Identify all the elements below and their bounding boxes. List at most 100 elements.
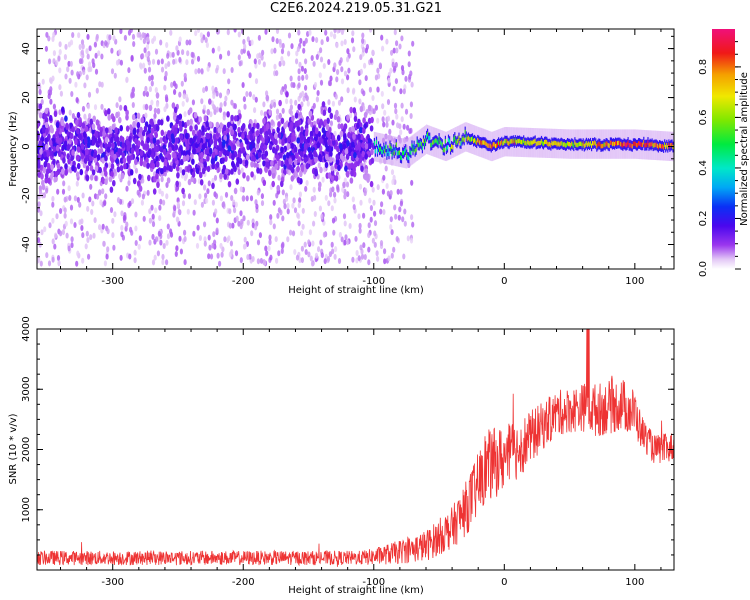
noise-mark [336, 29, 340, 34]
band-mark [227, 145, 232, 152]
noise-mark [134, 211, 138, 218]
noise-mark [138, 235, 142, 242]
noise-mark [67, 185, 71, 192]
band-mark [151, 147, 155, 155]
noise-mark [154, 48, 159, 55]
noise-mark [400, 116, 404, 123]
noise-mark [393, 204, 397, 211]
track-core [580, 141, 582, 146]
noise-mark [283, 83, 287, 90]
noise-mark [320, 252, 324, 259]
noise-mark [86, 205, 90, 212]
noise-mark [315, 54, 319, 60]
band-mark [156, 161, 160, 168]
band-mark [168, 146, 172, 153]
track-core [631, 144, 633, 149]
noise-mark [376, 67, 380, 74]
noise-mark [198, 193, 202, 200]
noise-mark [165, 182, 169, 188]
track-core [500, 141, 502, 146]
noise-mark [371, 49, 375, 56]
track-core [650, 142, 652, 148]
noise-mark [101, 223, 105, 230]
noise-mark [327, 99, 331, 106]
band-mark [233, 123, 237, 131]
snr-series-line [37, 329, 674, 567]
track-core [588, 142, 591, 147]
noise-mark [234, 250, 239, 257]
track-core [466, 136, 468, 142]
band-mark [274, 163, 279, 170]
noise-mark [148, 208, 152, 215]
noise-mark [211, 242, 215, 249]
noise-mark [300, 65, 304, 72]
spectrogram-xtick-label: 0 [501, 276, 507, 287]
band-mark [65, 123, 69, 130]
band-mark [364, 168, 369, 175]
track-halo [427, 124, 429, 155]
noise-mark [245, 91, 249, 97]
noise-mark [275, 29, 280, 34]
noise-mark [182, 93, 186, 100]
noise-mark [112, 244, 116, 251]
track-core [468, 137, 470, 142]
noise-mark [183, 72, 187, 79]
noise-mark [136, 189, 140, 196]
band-mark [74, 138, 78, 146]
noise-mark [86, 53, 90, 60]
band-mark [156, 139, 160, 146]
band-mark [215, 121, 220, 129]
track-core [652, 143, 654, 148]
noise-mark [162, 199, 166, 206]
noise-mark [90, 209, 94, 215]
track-core [424, 138, 427, 143]
noise-mark [134, 225, 138, 232]
band-mark [75, 119, 79, 126]
band-mark [268, 169, 272, 177]
track-core [446, 145, 449, 150]
noise-mark [315, 96, 319, 103]
track-core [517, 139, 520, 144]
track-core [542, 141, 545, 147]
noise-mark [258, 232, 262, 239]
band-mark [283, 122, 287, 129]
noise-mark [160, 58, 164, 65]
noise-mark [347, 67, 351, 74]
noise-mark [63, 207, 67, 214]
noise-mark [304, 37, 308, 44]
noise-mark [240, 167, 244, 174]
band-mark [184, 132, 189, 139]
band-mark [50, 127, 54, 134]
band-mark [278, 99, 282, 107]
noise-mark [243, 103, 247, 110]
noise-mark [43, 226, 47, 233]
track-core [438, 136, 440, 141]
noise-mark [211, 177, 215, 184]
noise-mark [181, 49, 185, 56]
noise-mark [402, 88, 406, 95]
noise-mark [247, 53, 252, 59]
band-mark [175, 117, 180, 125]
noise-mark [390, 229, 394, 236]
noise-mark [358, 98, 362, 105]
band-mark [249, 144, 253, 151]
band-mark [123, 163, 127, 170]
band-mark [314, 168, 318, 175]
band-mark [260, 142, 265, 149]
band-mark [52, 146, 57, 153]
noise-mark [392, 246, 396, 253]
noise-mark [312, 102, 316, 109]
spectrogram-marks [37, 29, 674, 267]
noise-mark [101, 188, 105, 195]
noise-mark [218, 92, 223, 99]
noise-mark [334, 246, 338, 253]
band-mark [107, 114, 111, 121]
track-core [630, 143, 632, 149]
band-mark [101, 157, 105, 164]
band-mark [190, 152, 194, 160]
noise-mark [227, 235, 231, 242]
band-mark [351, 125, 355, 133]
track-core [538, 140, 540, 146]
track-core [397, 150, 399, 156]
noise-mark [203, 221, 207, 228]
